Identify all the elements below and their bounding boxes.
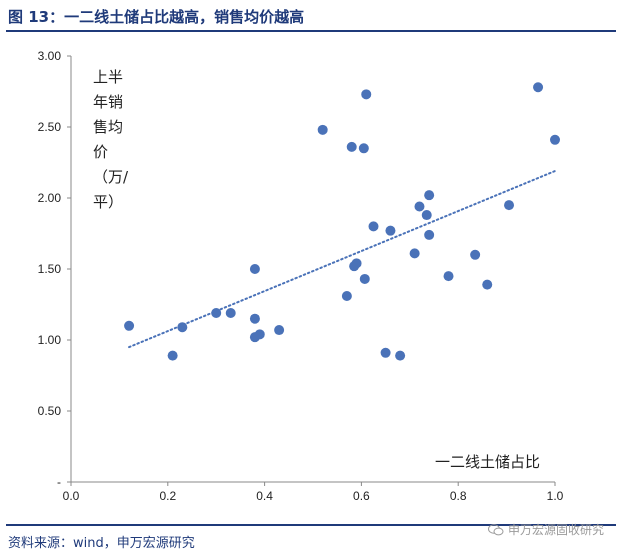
data-point (274, 325, 285, 336)
data-point (254, 329, 265, 340)
data-point (358, 143, 369, 154)
data-point (368, 221, 379, 232)
data-point (424, 190, 435, 201)
y-ticks: - 0.50 1.00 1.50 2.00 2.50 3.00 (38, 49, 71, 489)
watermark: 申万宏源固收研究 (487, 521, 604, 538)
data-points (124, 82, 560, 361)
data-point (424, 229, 435, 240)
source-note: 资料来源：wind，申万宏源研究 (8, 536, 195, 551)
data-point (351, 258, 362, 269)
x-tick-label: 0.0 (63, 489, 80, 503)
data-point (361, 89, 372, 100)
data-point (167, 350, 178, 361)
data-point (249, 313, 260, 324)
trendline-group (128, 170, 556, 349)
data-point (470, 249, 481, 260)
data-point (504, 200, 515, 211)
y-tick-label: 1.50 (38, 262, 62, 276)
watermark-text: 申万宏源固收研究 (507, 523, 604, 537)
y-axis-label-line: 上半 (93, 68, 123, 86)
figure-title: 图 13：一二线土储占比越高，销售均价越高 (8, 8, 305, 26)
data-point (177, 322, 188, 333)
data-point (341, 290, 352, 301)
data-point (385, 225, 396, 236)
x-axis-label: 一二线土储占比 (435, 453, 540, 471)
data-point (211, 308, 222, 319)
trendline (128, 170, 556, 349)
y-tick-label: 2.50 (38, 120, 62, 134)
data-point (124, 320, 135, 331)
data-point (395, 350, 406, 361)
wechat-icon (487, 523, 504, 535)
data-point (249, 264, 260, 274)
data-point (409, 248, 420, 259)
y-axis-label-line: 年销 (93, 93, 123, 111)
footer-rule (6, 524, 616, 526)
data-point (550, 134, 560, 145)
y-tick-label: - (57, 475, 61, 489)
y-tick-label: 3.00 (38, 49, 62, 63)
y-axis-label-line: 平） (93, 193, 123, 211)
data-point (533, 82, 544, 93)
y-axis-label-line: （万/ (93, 168, 129, 186)
data-point (225, 308, 236, 319)
data-point (414, 201, 425, 212)
y-axis-label-line: 售均 (93, 118, 123, 136)
title-rule (6, 30, 616, 32)
x-tick-label: 1.0 (547, 489, 564, 503)
y-tick-label: 2.00 (38, 191, 62, 205)
y-tick-label: 0.50 (38, 404, 62, 418)
data-point (359, 273, 370, 284)
x-tick-label: 0.2 (159, 489, 176, 503)
data-point (482, 279, 493, 290)
data-point (317, 124, 328, 135)
data-point (421, 210, 432, 221)
x-ticks: 0.0 0.2 0.4 0.6 0.8 1.0 (63, 482, 564, 503)
y-axis-label-line: 价 (93, 143, 108, 161)
data-point (380, 347, 391, 358)
data-point (346, 141, 357, 152)
x-tick-label: 0.6 (353, 489, 370, 503)
x-tick-label: 0.8 (450, 489, 467, 503)
y-tick-label: 1.00 (38, 333, 62, 347)
x-tick-label: 0.4 (256, 489, 273, 503)
data-point (443, 271, 454, 282)
